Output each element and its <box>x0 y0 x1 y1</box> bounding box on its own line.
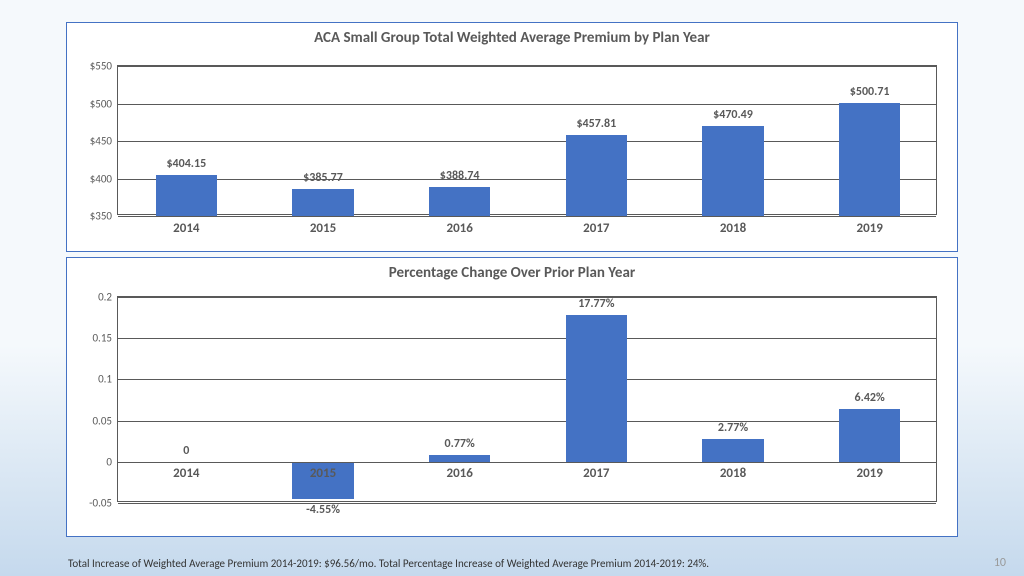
gridline <box>118 503 936 504</box>
footer-note: Total Increase of Weighted Average Premi… <box>68 557 709 570</box>
y-tick-label: $350 <box>90 210 112 223</box>
x-tick-label: 2015 <box>310 221 336 236</box>
percentage-change-chart: Percentage Change Over Prior Plan Year -… <box>66 257 958 537</box>
y-tick-label: -0.05 <box>89 497 112 510</box>
bar <box>156 175 218 216</box>
bar-value-label: $385.77 <box>303 171 343 185</box>
x-tick-label: 2019 <box>856 466 882 523</box>
gridline <box>118 66 936 67</box>
bar <box>702 126 764 216</box>
bar <box>566 135 628 216</box>
gridline <box>118 179 936 180</box>
plot-area: -0.0500.050.10.150.202014-4.55%20150.77%… <box>117 296 937 502</box>
bar-value-label: $404.15 <box>166 157 206 171</box>
y-tick-label: $400 <box>90 172 112 185</box>
y-tick-label: $450 <box>90 135 112 148</box>
page-number: 10 <box>994 556 1006 570</box>
gridline <box>118 379 936 380</box>
x-tick-label: 2015 <box>310 466 336 523</box>
x-tick-label: 2014 <box>173 466 199 523</box>
bar-value-label: $388.74 <box>440 169 480 183</box>
y-tick-label: 0.15 <box>92 332 112 345</box>
x-tick-label: 2017 <box>583 221 609 236</box>
gridline <box>118 104 936 105</box>
zero-line <box>118 462 936 463</box>
gridline <box>118 421 936 422</box>
bar <box>702 439 764 462</box>
bar <box>839 103 901 216</box>
y-tick-label: $550 <box>90 60 112 73</box>
bar-value-label: 0 <box>183 444 189 458</box>
x-tick-label: 2018 <box>720 221 746 236</box>
bar-value-label: 17.77% <box>578 297 614 311</box>
x-tick-label: 2018 <box>720 466 746 523</box>
y-tick-label: 0 <box>106 455 112 468</box>
x-tick-label: 2014 <box>173 221 199 236</box>
chart-title: ACA Small Group Total Weighted Average P… <box>67 23 957 51</box>
y-tick-label: $500 <box>90 97 112 110</box>
x-tick-label: 2016 <box>446 221 472 236</box>
y-tick-label: 0.1 <box>98 373 112 386</box>
bar-value-label: $470.49 <box>713 108 753 122</box>
y-tick-label: 0.2 <box>98 291 112 304</box>
bar-value-label: $500.71 <box>850 85 890 99</box>
gridline <box>118 297 936 298</box>
bar <box>839 409 901 462</box>
chart-title: Percentage Change Over Prior Plan Year <box>67 258 957 286</box>
x-tick-label: 2019 <box>856 221 882 236</box>
x-tick-label: 2016 <box>446 466 472 523</box>
bar <box>292 189 354 216</box>
bar-value-label: 6.42% <box>855 391 885 405</box>
gridline <box>118 216 936 217</box>
bar <box>429 187 491 216</box>
plot-area: $350$400$450$500$550$404.152014$385.7720… <box>117 65 937 215</box>
premium-chart: ACA Small Group Total Weighted Average P… <box>66 22 958 252</box>
y-tick-label: 0.05 <box>92 414 112 427</box>
gridline <box>118 338 936 339</box>
x-tick-label: 2017 <box>583 466 609 523</box>
bar <box>566 315 628 461</box>
bar-value-label: $457.81 <box>576 117 616 131</box>
bar-value-label: 0.77% <box>445 437 475 451</box>
bar-value-label: 2.77% <box>718 421 748 435</box>
gridline <box>118 141 936 142</box>
